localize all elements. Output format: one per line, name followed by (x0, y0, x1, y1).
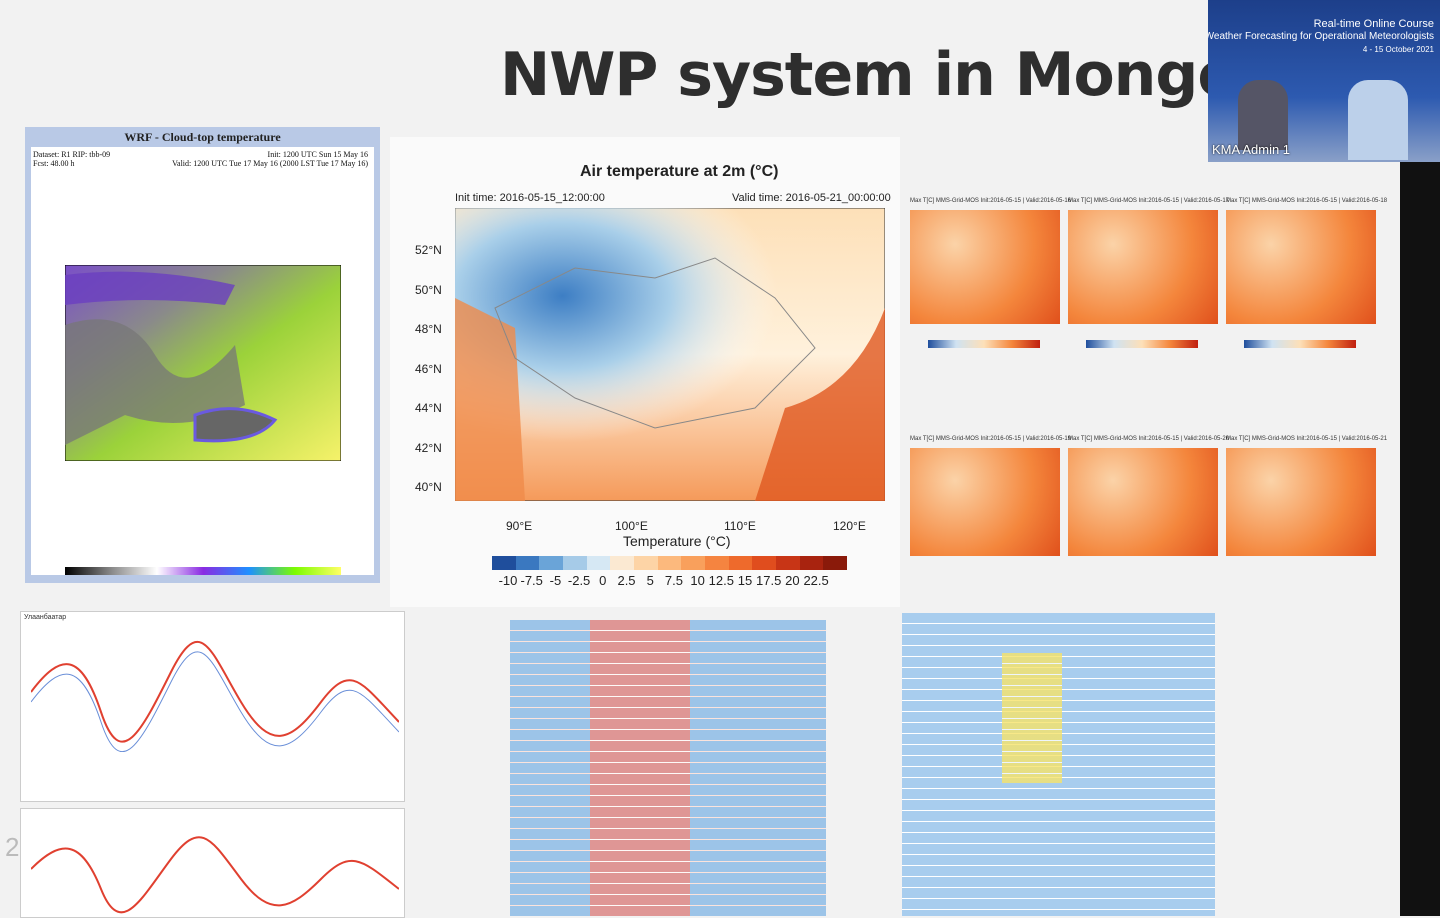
lon-label: 100°E (615, 519, 648, 533)
temp-map-init: Init time: 2016-05-15_12:00:00 (455, 192, 605, 204)
colorbar-swatch (705, 556, 729, 570)
mos-map (1226, 448, 1376, 556)
lon-label: 90°E (506, 519, 533, 533)
mos-caption: Max T[C] MMS-Grid-MOS Init:2016-05-15 | … (1226, 436, 1388, 442)
wrf-panel: WRF - Cloud-top temperature Dataset: R1 … (25, 127, 380, 583)
mos-caption: Max T[C] MMS-Grid-MOS Init:2016-05-15 | … (1226, 198, 1388, 204)
colorbar-label: -7.5 (520, 573, 543, 588)
colorbar-swatch (563, 556, 587, 570)
slide-number: 2 (5, 832, 20, 862)
colorbar-label: -10 (498, 573, 518, 588)
colorbar-label: 15 (737, 573, 753, 588)
temp-map (455, 208, 885, 501)
colorbar-label: 17.5 (756, 573, 782, 588)
participant-name: KMA Admin 1 (1212, 142, 1291, 157)
mos-map (910, 448, 1060, 556)
colorbar-swatch (515, 556, 540, 570)
colorbar-swatch (634, 556, 658, 570)
colorbar-swatch (752, 556, 777, 570)
course-title: Real-time Online Course (1313, 18, 1434, 30)
meteogram-plot (31, 641, 399, 752)
colorbar-swatch (492, 556, 516, 570)
wrf-plot: Dataset: R1 RIP: tbb-09 Fcst: 48.00 h In… (31, 147, 374, 575)
course-subtitle: on Weather Forecasting for Operational M… (1208, 31, 1434, 42)
mos-map (1226, 210, 1376, 324)
colorbar-swatch (681, 556, 706, 570)
mos-caption: Max T[C] MMS-Grid-MOS Init:2016-05-15 | … (910, 436, 1072, 442)
colorbar-swatch (657, 556, 682, 570)
wrf-fcst: Fcst: 48.00 h (33, 159, 75, 168)
video-overlay: Real-time Online Course on Weather Forec… (1208, 0, 1440, 162)
temp-axis-label: Temperature (°C) (623, 533, 731, 549)
lat-label: 42°N (415, 440, 442, 455)
colorbar-label: -2.5 (567, 573, 591, 588)
wrf-valid: Valid: 1200 UTC Tue 17 May 16 (2000 LST … (172, 159, 368, 168)
side-strip (1400, 162, 1440, 916)
colorbar-label: 0 (599, 573, 607, 588)
wrf-dataset: Dataset: R1 RIP: tbb-09 (33, 150, 111, 159)
meteogram-station: Улаанбаатар (24, 614, 67, 621)
colorbar-label: 12.5 (708, 573, 734, 588)
colorbar-label: 5 (646, 573, 654, 588)
lat-label: 50°N (415, 282, 442, 297)
meteogram: Улаанбаатар (20, 611, 405, 802)
temp-map-title: Air temperature at 2m (°C) (580, 163, 779, 180)
lat-label: 46°N (415, 361, 442, 376)
lat-label: 40°N (415, 480, 442, 494)
mos-colorbar (928, 340, 1040, 348)
colorbar-swatch (799, 556, 824, 570)
colorbar-label: 22.5 (803, 573, 829, 588)
colorbar-swatch (610, 556, 635, 570)
course-dates: 4 - 15 October 2021 (1362, 45, 1434, 54)
mos-caption: Max T[C] MMS-Grid-MOS Init:2016-05-15 | … (1068, 436, 1230, 442)
mos-caption: Max T[C] MMS-Grid-MOS Init:2016-05-15 | … (1068, 198, 1230, 204)
mos-caption: Max T[C] MMS-Grid-MOS Init:2016-05-15 | … (910, 198, 1072, 204)
mos-colorbar (1086, 340, 1198, 348)
colorbar-swatch (728, 556, 753, 570)
lat-label: 44°N (415, 401, 442, 415)
lat-label: 48°N (415, 322, 442, 336)
lon-label: 120°E (833, 519, 866, 533)
wrf-colorbar (65, 567, 341, 575)
wrf-title: WRF - Cloud-top temperature (124, 130, 281, 144)
colorbar-swatch (539, 556, 564, 570)
mos-colorbar (1244, 340, 1356, 348)
mos-map (910, 210, 1060, 324)
colorbar-label: 20 (785, 573, 800, 588)
colorbar-swatch (823, 556, 848, 570)
colorbar-label: 2.5 (617, 573, 636, 588)
mos-map (1068, 210, 1218, 324)
colorbar-label: 7.5 (664, 573, 683, 588)
colorbar-swatch (776, 556, 800, 570)
mos-map (1068, 448, 1218, 556)
forecast-table-2 (902, 613, 1215, 916)
colorbar-label: -5 (549, 573, 562, 588)
lat-label: 52°N (415, 243, 442, 257)
meteogram-2 (20, 808, 405, 918)
lon-label: 110°E (724, 519, 756, 533)
colorbar-swatch (586, 556, 611, 570)
wrf-init: Init: 1200 UTC Sun 15 May 16 (267, 150, 368, 159)
wrf-map (65, 265, 341, 461)
temp-colorbar (492, 556, 848, 570)
slide-title: NWP system in Mongolia (500, 40, 1317, 110)
meteogram-2-plot (31, 836, 399, 914)
forecast-table-1 (510, 620, 826, 916)
colorbar-label: 10 (690, 573, 705, 588)
temp-map-valid: Valid time: 2016-05-21_00:00:00 (732, 192, 891, 204)
